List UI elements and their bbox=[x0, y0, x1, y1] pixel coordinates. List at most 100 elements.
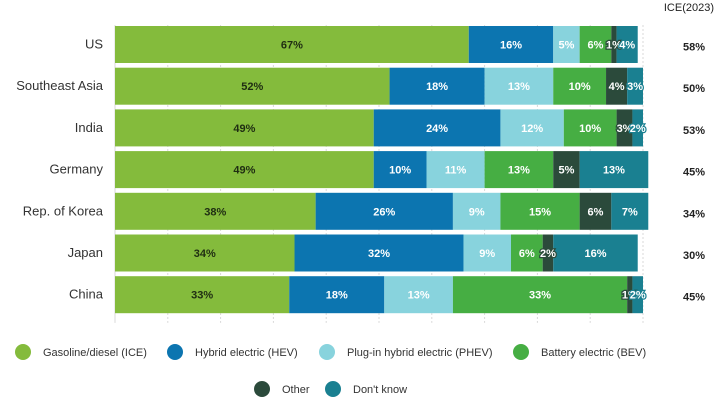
bar-segment bbox=[627, 67, 643, 105]
bar-segment bbox=[579, 192, 612, 230]
bar-segment bbox=[115, 26, 469, 63]
category-label: US bbox=[85, 37, 103, 52]
legend-label: Don't know bbox=[353, 384, 407, 396]
bar-segment bbox=[289, 276, 385, 314]
ice-2023-header: ICE(2023) bbox=[664, 2, 714, 14]
data-label: 24% bbox=[426, 123, 448, 135]
data-label: 12% bbox=[521, 123, 543, 135]
bar-segment bbox=[632, 276, 643, 314]
data-label: 2% bbox=[630, 123, 646, 135]
bar-segment bbox=[294, 234, 464, 272]
bar-segment bbox=[115, 234, 295, 272]
ice-2023-value: 50% bbox=[683, 83, 705, 95]
data-label: 11% bbox=[445, 165, 467, 177]
data-label: 1% bbox=[606, 40, 622, 52]
data-label: 4% bbox=[619, 40, 635, 52]
data-label: 3% bbox=[627, 81, 643, 93]
bar-segment bbox=[627, 276, 633, 314]
bar-segment bbox=[500, 109, 564, 147]
data-label: 38% bbox=[204, 206, 226, 218]
bar-segment bbox=[616, 26, 638, 63]
bars bbox=[115, 26, 649, 314]
bar-segment bbox=[384, 276, 453, 314]
category-label: Rep. of Korea bbox=[23, 203, 104, 218]
bar-segment bbox=[553, 151, 580, 189]
ice-2023-value: 30% bbox=[683, 250, 705, 262]
data-label: 7% bbox=[622, 206, 638, 218]
data-label: 13% bbox=[508, 165, 530, 177]
data-label: 49% bbox=[233, 165, 255, 177]
legend-swatch bbox=[319, 344, 335, 360]
legend: Gasoline/diesel (ICE) Hybrid electric (HE… bbox=[15, 344, 646, 397]
data-label: 2% bbox=[630, 290, 646, 302]
bar-segment bbox=[389, 67, 485, 105]
data-label: 3% bbox=[617, 123, 633, 135]
bar-segment bbox=[563, 109, 617, 147]
data-label: 16% bbox=[500, 40, 522, 52]
bar-segment bbox=[463, 234, 511, 272]
data-label: 9% bbox=[479, 248, 495, 260]
bar-segment bbox=[611, 26, 617, 63]
data-label: 1% bbox=[622, 290, 638, 302]
data-label: 6% bbox=[588, 40, 604, 52]
bar-segment bbox=[611, 192, 649, 230]
data-label: 10% bbox=[569, 81, 591, 93]
bar-segment bbox=[115, 276, 290, 314]
legend-swatch bbox=[15, 344, 31, 360]
data-label: 16% bbox=[584, 248, 606, 260]
data-label: 9% bbox=[469, 206, 485, 218]
data-label: 10% bbox=[389, 165, 411, 177]
data-label: 18% bbox=[426, 81, 448, 93]
bar-segment bbox=[452, 192, 501, 230]
legend-swatch bbox=[513, 344, 529, 360]
ice-2023-value: 34% bbox=[683, 208, 705, 220]
data-label: 5% bbox=[558, 40, 574, 52]
bar-segment bbox=[616, 109, 633, 147]
data-label: 49% bbox=[233, 123, 255, 135]
bar-segment bbox=[632, 109, 643, 147]
bar-segment bbox=[553, 234, 638, 272]
data-label: 6% bbox=[588, 206, 604, 218]
data-label: 4% bbox=[609, 81, 625, 93]
category-label: Southeast Asia bbox=[16, 78, 103, 93]
bar-segment bbox=[452, 276, 628, 314]
legend-label: Plug-in hybrid electric (PHEV) bbox=[347, 347, 493, 359]
data-label: 26% bbox=[373, 206, 395, 218]
bar-segment bbox=[426, 151, 485, 189]
bar-segment bbox=[115, 192, 316, 230]
bar-segment bbox=[373, 151, 427, 189]
data-label: 13% bbox=[508, 81, 530, 93]
data-label: 52% bbox=[241, 81, 263, 93]
data-label: 33% bbox=[191, 290, 213, 302]
ice-2023-value: 45% bbox=[683, 167, 705, 179]
bar-segment bbox=[542, 234, 554, 272]
category-label: India bbox=[75, 120, 104, 135]
ice-2023-values: 58% 50% 53% 45% 34% 30% 45% bbox=[683, 42, 705, 304]
bar-segment bbox=[579, 151, 649, 189]
data-label: 10% bbox=[579, 123, 601, 135]
value-labels: 67% 16% 5% 6% 1%4%52% 18% 13% 10% 4% 3%49% 24% 12% 1… bbox=[191, 38, 647, 303]
data-label: 5% bbox=[558, 165, 574, 177]
ice-2023-value: 53% bbox=[683, 125, 705, 137]
bar-segment bbox=[484, 151, 554, 189]
bar-segment bbox=[500, 192, 580, 230]
bar-segment bbox=[606, 67, 628, 105]
bar-segment bbox=[115, 151, 374, 189]
legend-label: Battery electric (BEV) bbox=[541, 347, 646, 359]
data-label: 33% bbox=[529, 290, 551, 302]
bar-segment bbox=[553, 67, 607, 105]
data-label: 2% bbox=[540, 248, 556, 260]
data-label: 32% bbox=[368, 248, 390, 260]
legend-label: Other bbox=[282, 384, 310, 396]
bar-segment bbox=[468, 26, 554, 63]
bar-segment bbox=[115, 67, 390, 105]
bar-segment bbox=[511, 234, 543, 272]
bar-segment bbox=[553, 26, 580, 63]
legend-swatch bbox=[325, 381, 341, 397]
bar-segment bbox=[484, 67, 554, 105]
ice-2023-value: 58% bbox=[683, 42, 705, 54]
bar-segment bbox=[115, 109, 374, 147]
bar-segment bbox=[579, 26, 612, 63]
category-label: Germany bbox=[50, 162, 104, 177]
